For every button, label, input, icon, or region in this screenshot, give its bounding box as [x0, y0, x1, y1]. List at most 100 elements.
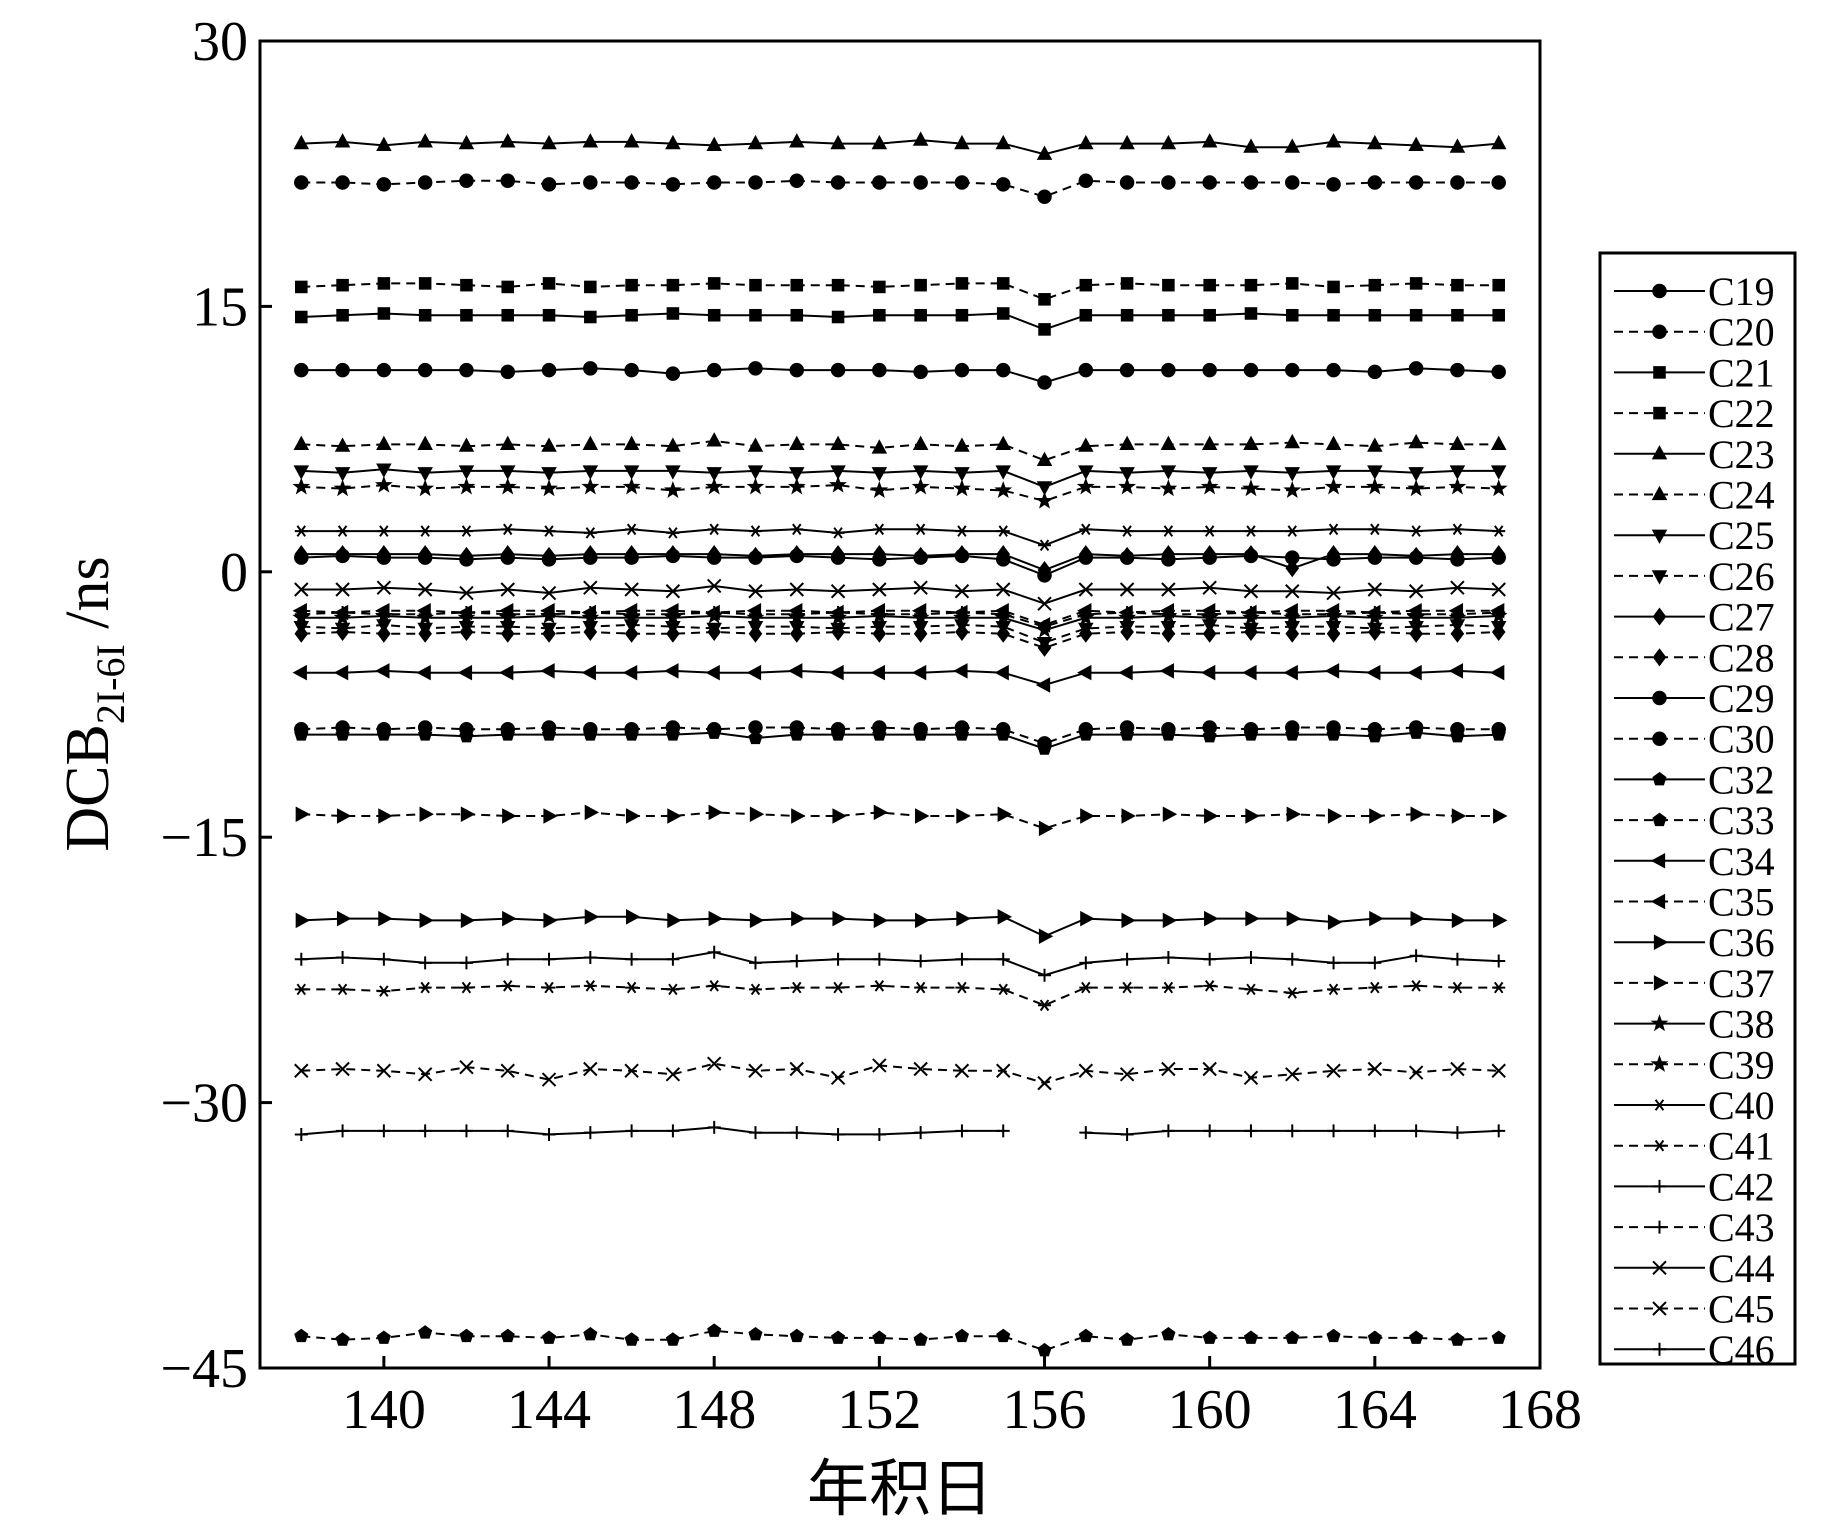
- data-point-C43: [1492, 605, 1506, 619]
- data-point-C28: [789, 624, 804, 643]
- data-point-C45: [1037, 1075, 1052, 1091]
- data-point-C43: [1079, 607, 1093, 621]
- data-point-C44: [1161, 582, 1176, 597]
- data-point-C39: [416, 479, 435, 497]
- data-point-C40: [459, 525, 473, 537]
- data-point-C42: [1161, 951, 1175, 965]
- data-point-C40: [955, 525, 969, 537]
- data-point-C22: [1492, 278, 1505, 292]
- data-point-C32: [872, 727, 887, 741]
- data-point-C21: [707, 308, 721, 322]
- data-point-C24: [1449, 435, 1466, 451]
- legend-marker-C32: [1652, 771, 1667, 786]
- legend-item-C36: C36: [1614, 920, 1775, 965]
- x-tick-label: 144: [507, 1379, 591, 1441]
- data-point-C39: [1283, 481, 1302, 498]
- data-point-C42: [459, 956, 473, 970]
- data-point-C36: [915, 912, 930, 929]
- legend-item-C42: C42: [1614, 1164, 1775, 1209]
- data-point-C32: [1037, 741, 1052, 755]
- series-C20: [294, 173, 1506, 204]
- legend-item-C35: C35: [1614, 880, 1775, 925]
- data-point-C32: [541, 727, 557, 741]
- legend-item-C39: C39: [1614, 1042, 1775, 1087]
- data-point-C28: [294, 624, 309, 643]
- data-point-C45: [1491, 1063, 1506, 1078]
- data-point-C37: [749, 806, 765, 822]
- data-point-C46: [336, 1124, 350, 1138]
- data-point-C23: [1490, 134, 1507, 150]
- data-point-C25: [871, 467, 888, 482]
- data-point-C29: [624, 362, 639, 378]
- data-point-C25: [623, 465, 640, 480]
- data-point-C41: [914, 981, 928, 994]
- data-point-C29: [500, 364, 515, 380]
- data-point-C43: [1203, 607, 1217, 621]
- data-point-C28: [913, 624, 928, 643]
- data-point-C36: [1410, 910, 1425, 927]
- data-point-C33: [294, 1328, 309, 1343]
- legend-item-C25: C25: [1614, 513, 1775, 558]
- data-point-C27: [1326, 545, 1341, 564]
- data-point-C40: [666, 527, 680, 539]
- data-point-C24: [499, 435, 516, 451]
- legend-label-C45: C45: [1708, 1287, 1775, 1332]
- legend-marker-C20: [1652, 324, 1667, 339]
- data-point-C32: [996, 727, 1011, 741]
- data-point-C39: [540, 479, 558, 497]
- data-point-C27: [1450, 545, 1465, 564]
- data-point-C32: [583, 727, 598, 741]
- data-point-C34: [457, 664, 473, 681]
- legend-label-C24: C24: [1708, 473, 1775, 518]
- data-point-C33: [913, 1332, 928, 1346]
- data-point-C42: [336, 951, 350, 965]
- data-point-C27: [1037, 560, 1052, 580]
- data-point-C29: [1161, 362, 1176, 378]
- data-point-C34: [870, 664, 885, 681]
- data-point-C34: [292, 664, 307, 681]
- data-point-C24: [871, 439, 888, 454]
- data-point-C28: [707, 622, 721, 642]
- legend-label-C46: C46: [1708, 1327, 1775, 1372]
- data-point-C25: [417, 467, 433, 482]
- data-point-C42: [707, 945, 721, 959]
- data-point-C32: [748, 730, 763, 745]
- data-point-C21: [1162, 308, 1175, 322]
- x-tick-label: 156: [1003, 1379, 1087, 1441]
- series-line-C24: [301, 439, 1499, 462]
- data-point-C40: [748, 525, 762, 537]
- data-point-C34: [1035, 677, 1051, 693]
- data-point-C42: [1285, 952, 1299, 966]
- data-point-C24: [417, 435, 433, 451]
- data-point-C29: [1202, 362, 1217, 378]
- data-point-C45: [1119, 1067, 1135, 1082]
- data-point-C39: [705, 477, 724, 495]
- data-point-C37: [295, 806, 311, 822]
- legend-label-C25: C25: [1708, 513, 1775, 558]
- data-point-C21: [1368, 308, 1382, 322]
- data-point-C33: [1491, 1330, 1506, 1344]
- legend-label-C43: C43: [1708, 1205, 1775, 1250]
- data-point-C36: [460, 912, 476, 929]
- data-point-C32: [1161, 727, 1176, 741]
- data-point-C23: [1449, 138, 1466, 153]
- data-point-C29: [1326, 362, 1341, 378]
- data-point-C25: [1284, 467, 1301, 482]
- data-point-C44: [1326, 585, 1341, 601]
- legend-item-C23: C23: [1614, 432, 1775, 477]
- data-point-C41: [1409, 980, 1423, 992]
- data-point-C24: [376, 435, 392, 451]
- data-point-C42: [955, 952, 969, 966]
- data-point-C22: [1120, 277, 1134, 290]
- series-line-C32: [301, 731, 1499, 750]
- data-point-C44: [1285, 584, 1300, 599]
- data-point-C46: [666, 1124, 680, 1138]
- y-tick-label: 15: [192, 276, 248, 338]
- series-C28: [294, 622, 1506, 657]
- series-line-C21: [301, 312, 1499, 331]
- data-point-C27: [583, 545, 598, 564]
- data-point-C22: [295, 280, 308, 294]
- series-C45: [294, 1056, 1506, 1091]
- data-point-C22: [1409, 277, 1423, 290]
- data-point-C32: [1243, 727, 1259, 741]
